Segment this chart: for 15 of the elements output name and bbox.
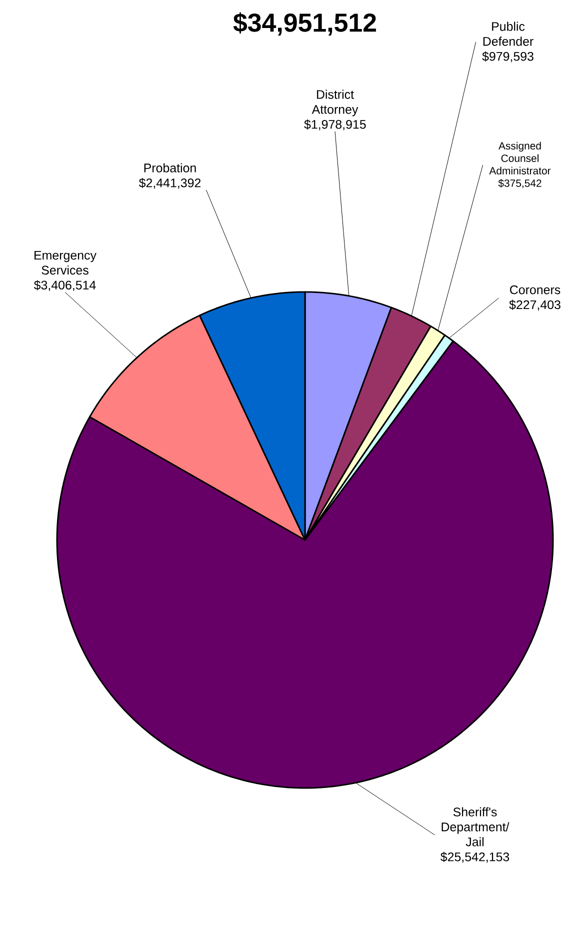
data-label: $3,406,514 bbox=[34, 280, 96, 292]
data-label: $979,593 bbox=[482, 51, 534, 62]
slice-label: Sheriff's Department/ Jail bbox=[442, 807, 510, 846]
slice-label: Emergency Services bbox=[34, 250, 96, 275]
data-label: $25,542,153 bbox=[440, 852, 510, 863]
data-label: $1,978,915 bbox=[304, 119, 366, 130]
data-label: $227,403 bbox=[509, 300, 560, 311]
data-label: $375,542 bbox=[498, 179, 542, 188]
slice-label: Coroners bbox=[510, 285, 560, 294]
chart-title: $34,951,512 bbox=[233, 12, 376, 36]
slice-label: Probation bbox=[144, 163, 196, 172]
slice-label: District Attorney bbox=[312, 90, 358, 116]
data-label: $2,441,392 bbox=[138, 178, 201, 189]
slice-label: Assigned Counsel Administrator bbox=[489, 142, 551, 174]
slice-label: Public Defender bbox=[483, 22, 534, 46]
